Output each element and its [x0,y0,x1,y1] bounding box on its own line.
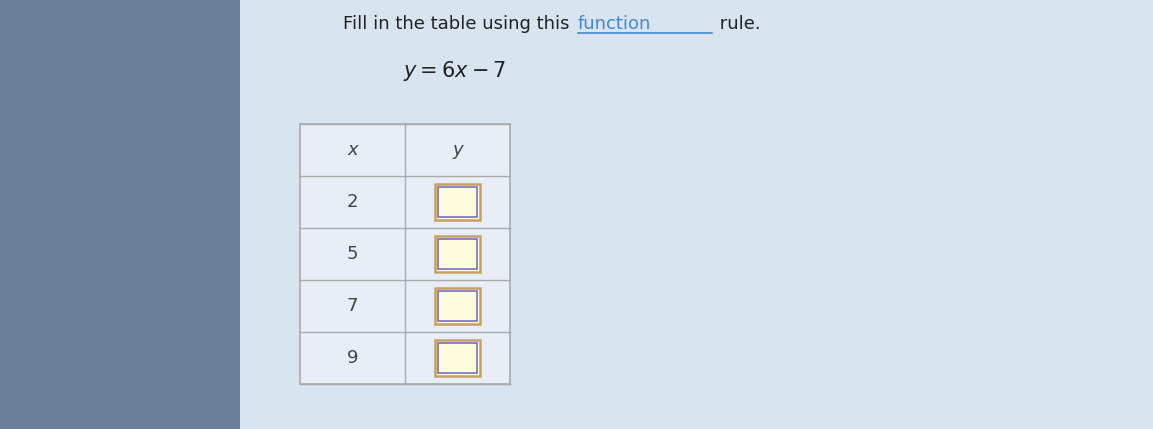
Bar [300,124,510,384]
Bar [436,340,480,376]
Bar [436,340,480,376]
Text: 7: 7 [347,297,359,315]
Text: x: x [347,141,357,159]
Text: rule.: rule. [714,15,761,33]
Bar [438,343,476,373]
Bar [436,288,480,323]
Bar [0,0,240,429]
Bar [438,187,476,217]
Bar [436,184,480,220]
Text: 9: 9 [347,349,359,367]
Text: $y=6x-7$: $y=6x-7$ [404,59,506,83]
Bar [438,291,476,321]
Text: function: function [578,15,651,33]
Text: 2: 2 [347,193,359,211]
Bar [436,236,480,272]
Text: Fill in the table using this: Fill in the table using this [342,15,575,33]
Bar [436,236,480,272]
Text: y: y [452,141,462,159]
Bar [436,288,480,323]
Bar [436,184,480,220]
Bar [438,239,476,269]
Text: 5: 5 [347,245,359,263]
